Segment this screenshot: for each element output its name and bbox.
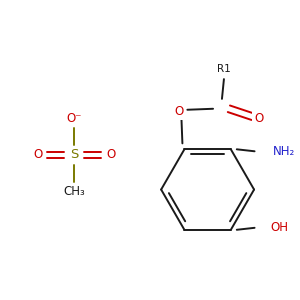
Text: CH₃: CH₃ (63, 185, 85, 198)
Text: O: O (106, 148, 116, 161)
Text: OH: OH (270, 221, 288, 234)
Text: S: S (70, 148, 78, 161)
Text: O: O (175, 105, 184, 118)
Text: R1: R1 (217, 64, 231, 74)
Text: O⁻: O⁻ (66, 112, 82, 125)
Text: O: O (254, 112, 263, 125)
Text: NH₂: NH₂ (273, 145, 296, 158)
Text: O: O (33, 148, 42, 161)
